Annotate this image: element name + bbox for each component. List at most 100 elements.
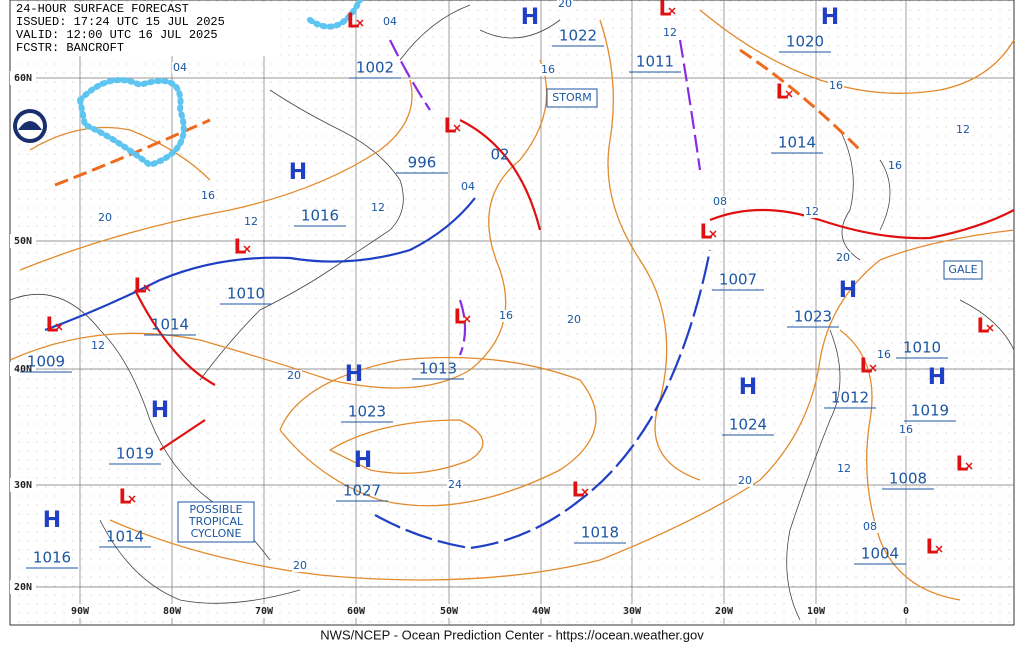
- contour-label-bg: [540, 64, 556, 76]
- high-symbol: H: [354, 448, 372, 473]
- longitude-label: 40W: [532, 606, 551, 617]
- longitude-label: 20W: [715, 606, 734, 617]
- contour-label: 20: [738, 474, 752, 487]
- low-symbol: L: [454, 305, 467, 329]
- noaa-logo: [13, 109, 47, 143]
- low-symbol: L: [444, 114, 457, 138]
- low-symbol: L: [659, 0, 672, 21]
- contour-label-bg: [97, 212, 113, 224]
- low-symbol: L: [234, 235, 247, 259]
- low-pressure: 1009: [27, 353, 65, 371]
- low-pressure: 1014: [778, 134, 816, 152]
- contour-label: 04: [383, 15, 397, 28]
- lon-label-box: [526, 604, 556, 618]
- contour-label-bg: [292, 560, 308, 572]
- contour-label-bg: [737, 475, 753, 487]
- high-symbol: H: [43, 508, 61, 533]
- contour-label-bg: [662, 27, 678, 39]
- high-pressure: 1016: [33, 549, 71, 567]
- contour-label-bg: [835, 252, 851, 264]
- longitude-label: 60W: [347, 606, 366, 617]
- contour-label: 04: [461, 180, 475, 193]
- contour-label: 12: [956, 123, 970, 136]
- contour-label-bg: [836, 463, 852, 475]
- low-pressure: 1014: [151, 316, 189, 334]
- coastlines: [9, 4, 1015, 621]
- low-symbol: L: [776, 80, 789, 104]
- contour-label: 16: [541, 63, 555, 76]
- contour-label-bg: [172, 62, 188, 74]
- wave-contours: [9, 9, 1015, 601]
- lon-label-box: [617, 604, 647, 618]
- header-line: FCSTR: BANCROFT: [16, 41, 124, 55]
- contour-label: 20: [567, 313, 581, 326]
- header-box: [12, 2, 280, 56]
- low-symbol: L: [926, 535, 939, 559]
- storm-warning: STORM: [552, 91, 592, 104]
- high-symbol: H: [928, 365, 946, 390]
- high-pressure: 1023: [794, 308, 832, 326]
- low-center: [143, 284, 151, 292]
- labels: 90W 80W 70W 60W 50W 40W 30W 20W 10W 0 60N 50N 40N 30N…: [10, 0, 994, 642]
- low-symbol: L: [46, 313, 59, 337]
- contour-label-bg: [712, 196, 728, 208]
- lat-label-box: [10, 580, 36, 594]
- contour-label-bg: [382, 16, 398, 28]
- contour-label: 20: [287, 369, 301, 382]
- low-pressure: 1012: [831, 389, 869, 407]
- contour-label: 16: [899, 423, 913, 436]
- low-pressure: 1008: [889, 470, 927, 488]
- storm-warning-box: [546, 88, 598, 108]
- contour-label: 08: [713, 195, 727, 208]
- lon-label-box: [341, 604, 371, 618]
- latitude-label: 40N: [14, 364, 32, 375]
- low-pressure: 1011: [636, 53, 674, 71]
- contour-label: 04: [173, 61, 187, 74]
- contour-label: 16: [829, 79, 843, 92]
- high-symbol: H: [739, 375, 757, 400]
- low-pressure: 1010: [227, 285, 265, 303]
- lon-label-box: [434, 604, 464, 618]
- contour-label-bg: [566, 314, 582, 326]
- high-pressure: 1023: [348, 403, 386, 421]
- low-symbol: L: [977, 314, 990, 338]
- contour-label-bg: [90, 340, 106, 352]
- contour-label: 24: [448, 478, 462, 491]
- high-symbol: H: [521, 5, 539, 30]
- header-line: ISSUED: 17:24 UTC 15 JUL 2025: [16, 15, 225, 29]
- low-symbol: L: [119, 485, 132, 509]
- contour-label: 20: [293, 559, 307, 572]
- header-line: 24-HOUR SURFACE FORECAST: [16, 2, 189, 16]
- longitude-label: 50W: [440, 606, 459, 617]
- low-center: [128, 495, 136, 503]
- gale-warning: GALE: [948, 263, 977, 276]
- high-pressure: 1019: [116, 445, 154, 463]
- low-center: [709, 230, 717, 238]
- low-symbol: L: [347, 9, 360, 33]
- contour-label: 12: [663, 26, 677, 39]
- longitude-label: 10W: [807, 606, 826, 617]
- contour-label: 12: [91, 339, 105, 352]
- contour-label-bg: [898, 424, 914, 436]
- low-pressure: 1007: [719, 271, 757, 289]
- lat-label-box: [10, 478, 36, 492]
- low-center: [785, 90, 793, 98]
- longitude-label: 90W: [71, 606, 90, 617]
- low-symbol: L: [572, 478, 585, 502]
- low-symbol: L: [860, 354, 873, 378]
- tropical-note: TROPICAL: [188, 515, 244, 528]
- high-pressure: 1016: [301, 207, 339, 225]
- lon-label-box: [891, 604, 921, 618]
- isobar-label: 02: [490, 146, 509, 164]
- contour-label-bg: [447, 479, 463, 491]
- contour-label: 12: [805, 205, 819, 218]
- high-symbol: H: [289, 160, 307, 185]
- latitude-label: 50N: [14, 236, 32, 247]
- low-symbol: L: [700, 220, 713, 244]
- low-center: [668, 7, 676, 15]
- contour-label: 16: [877, 348, 891, 361]
- latitude-label: 20N: [14, 582, 32, 593]
- graticule: [10, 0, 1014, 625]
- low-pressure: 1018: [581, 524, 619, 542]
- low-center: [869, 364, 877, 372]
